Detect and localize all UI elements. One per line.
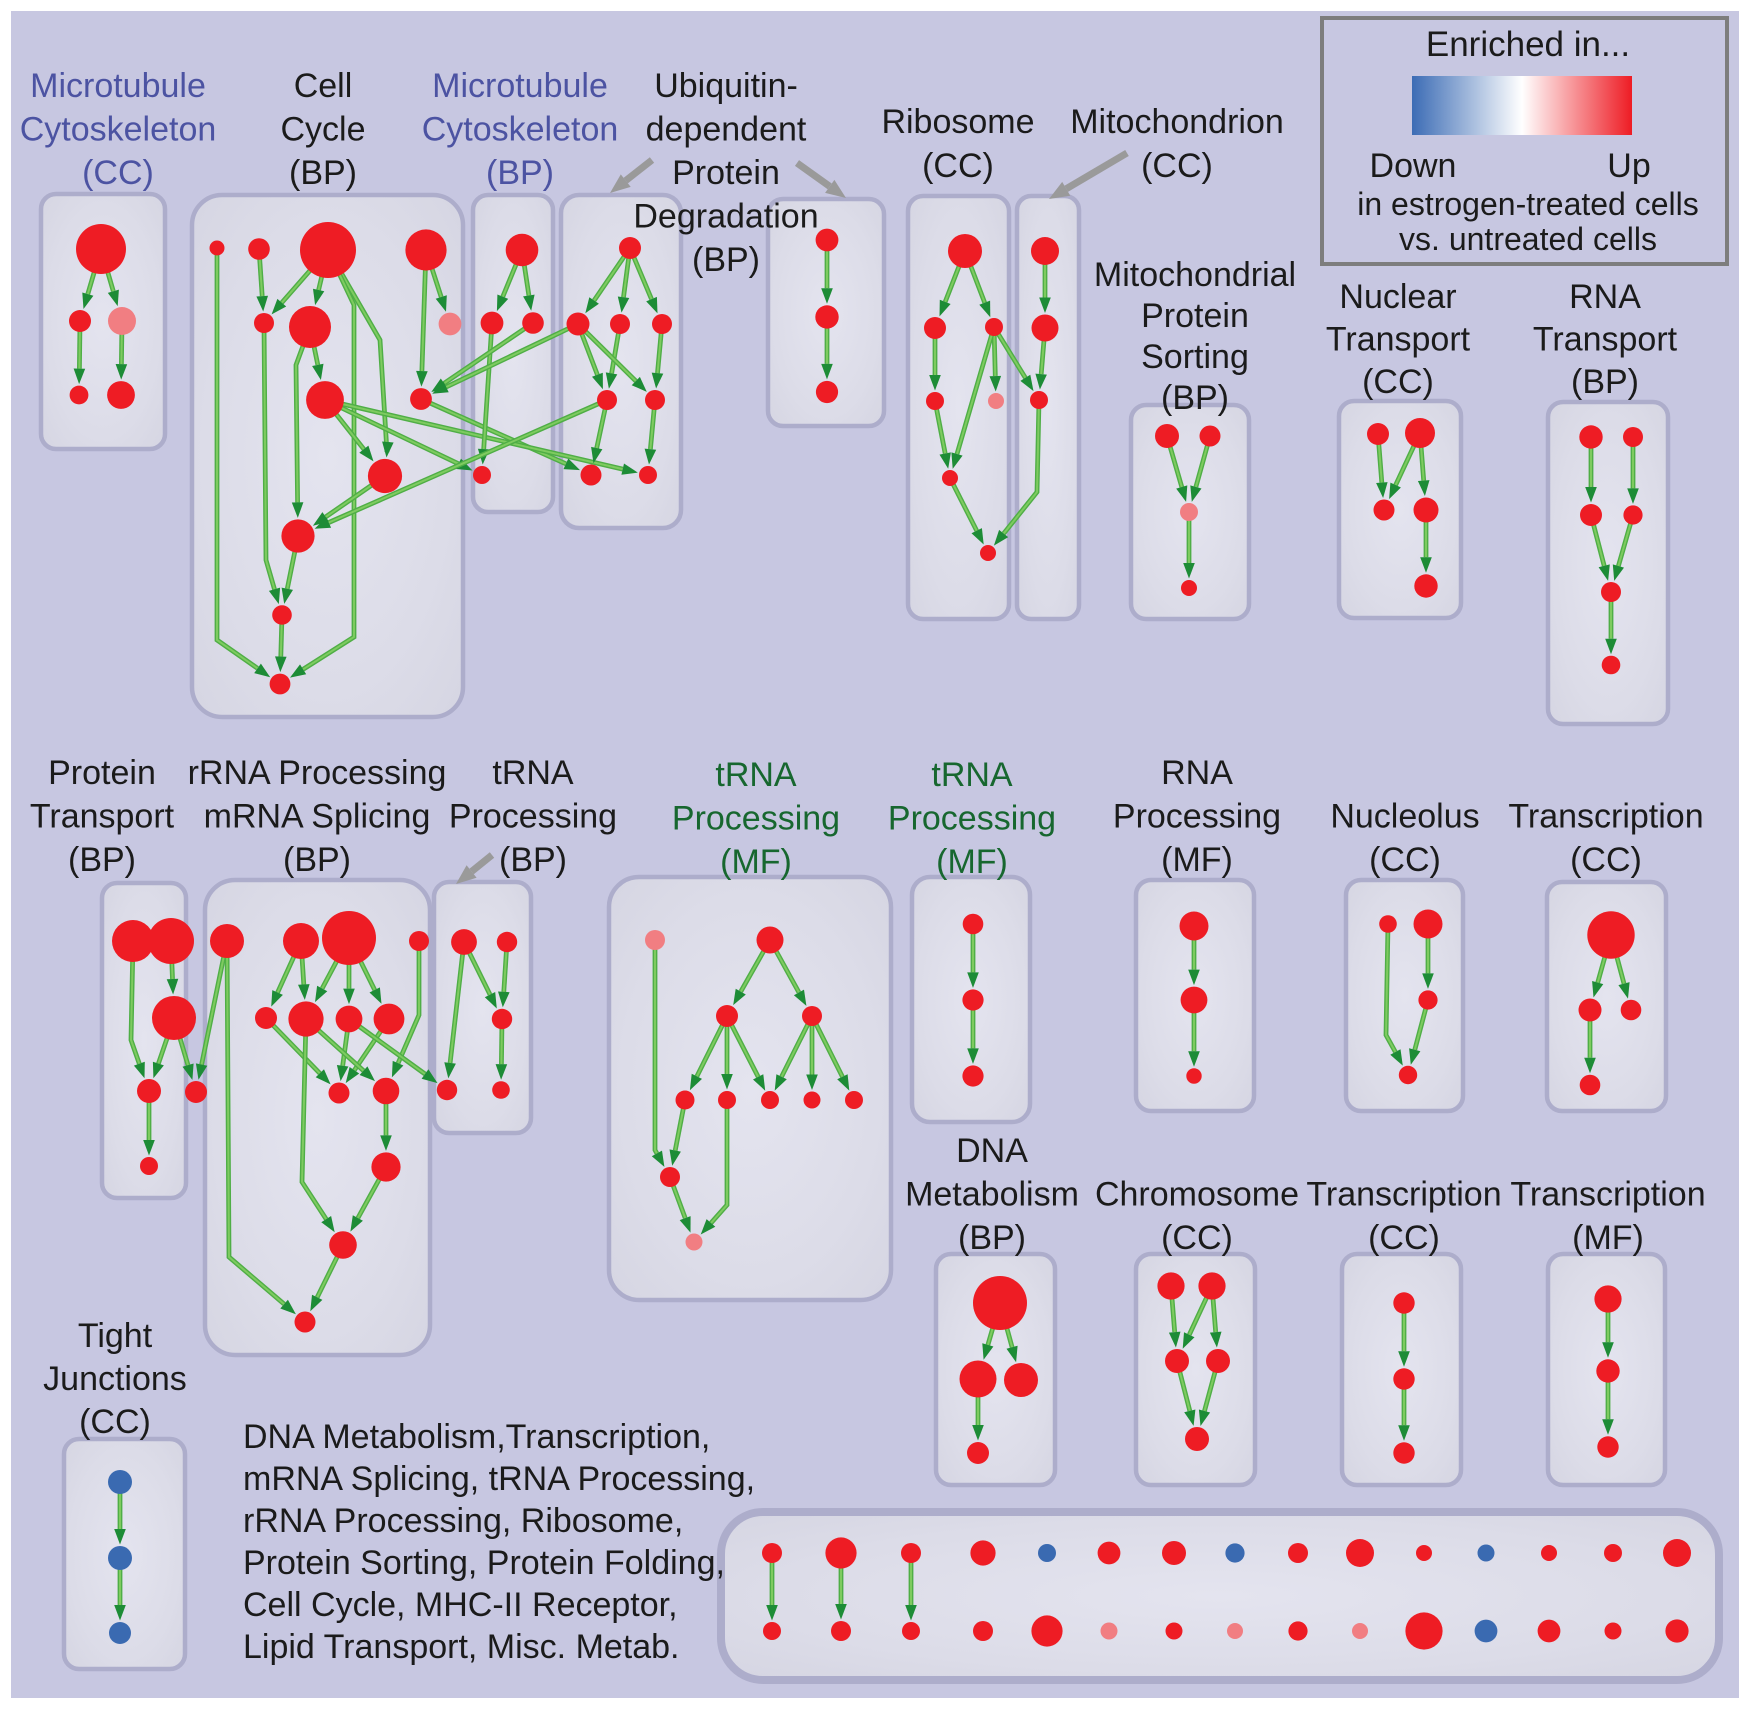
svg-text:tRNA: tRNA (931, 756, 1013, 794)
svg-text:Transcription: Transcription (1510, 1176, 1705, 1214)
svg-text:Protein Sorting, Protein Foldi: Protein Sorting, Protein Folding, (243, 1544, 725, 1582)
svg-text:Ubiquitin-: Ubiquitin- (654, 67, 798, 105)
svg-text:(CC): (CC) (79, 1403, 151, 1441)
svg-text:tRNA: tRNA (715, 756, 797, 794)
svg-text:Mitochondrial: Mitochondrial (1094, 256, 1296, 294)
svg-text:Cytoskeleton: Cytoskeleton (422, 111, 619, 149)
svg-text:Protein: Protein (48, 754, 156, 792)
svg-text:(CC): (CC) (1368, 1219, 1440, 1257)
svg-text:(MF): (MF) (1161, 841, 1233, 879)
svg-text:Microtubule: Microtubule (30, 67, 206, 105)
svg-text:RNA: RNA (1569, 278, 1641, 316)
svg-text:Protein: Protein (1141, 297, 1249, 335)
svg-text:DNA: DNA (956, 1132, 1028, 1170)
svg-text:mRNA Splicing: mRNA Splicing (204, 798, 431, 836)
svg-text:(CC): (CC) (1570, 841, 1642, 879)
svg-text:vs. untreated cells: vs. untreated cells (1399, 221, 1657, 257)
svg-text:Transcription: Transcription (1508, 798, 1703, 836)
svg-text:Processing: Processing (449, 798, 617, 836)
svg-text:Processing: Processing (888, 800, 1056, 838)
svg-text:Transport: Transport (1326, 321, 1471, 359)
svg-text:dependent: dependent (646, 111, 807, 149)
svg-text:(MF): (MF) (720, 843, 792, 881)
svg-text:Degradation: Degradation (633, 198, 818, 236)
svg-text:(MF): (MF) (1572, 1219, 1644, 1257)
svg-text:Tight: Tight (78, 1317, 153, 1355)
svg-text:Cycle: Cycle (280, 111, 365, 149)
svg-text:Nuclear: Nuclear (1339, 278, 1456, 316)
svg-text:Chromosome: Chromosome (1095, 1176, 1299, 1214)
svg-text:Protein: Protein (672, 154, 780, 192)
svg-text:Nucleolus: Nucleolus (1330, 798, 1479, 836)
svg-text:(BP): (BP) (283, 841, 351, 879)
svg-text:(BP): (BP) (486, 154, 554, 192)
svg-text:Processing: Processing (672, 800, 840, 838)
svg-text:Cell: Cell (294, 67, 353, 105)
svg-text:Down: Down (1370, 147, 1457, 185)
svg-text:(BP): (BP) (68, 841, 136, 879)
svg-text:Processing: Processing (1113, 798, 1281, 836)
svg-text:mRNA Splicing, tRNA Processing: mRNA Splicing, tRNA Processing, (243, 1460, 755, 1498)
svg-text:Metabolism: Metabolism (905, 1176, 1079, 1214)
svg-text:RNA: RNA (1161, 754, 1233, 792)
svg-text:(CC): (CC) (922, 147, 994, 185)
svg-text:Mitochondrion: Mitochondrion (1070, 103, 1284, 141)
svg-text:Cytoskeleton: Cytoskeleton (20, 111, 217, 149)
svg-text:rRNA Processing: rRNA Processing (188, 754, 447, 792)
svg-text:Up: Up (1607, 147, 1650, 185)
svg-text:in estrogen-treated cells: in estrogen-treated cells (1357, 186, 1699, 222)
svg-text:Transport: Transport (30, 798, 175, 836)
svg-text:Cell Cycle, MHC-II Receptor,: Cell Cycle, MHC-II Receptor, (243, 1586, 678, 1624)
svg-text:(CC): (CC) (1369, 841, 1441, 879)
svg-text:(BP): (BP) (692, 241, 760, 279)
svg-text:(MF): (MF) (936, 843, 1008, 881)
svg-text:(BP): (BP) (958, 1219, 1026, 1257)
svg-text:Transcription: Transcription (1306, 1176, 1501, 1214)
svg-text:(BP): (BP) (499, 841, 567, 879)
svg-text:Lipid Transport, Misc. Metab.: Lipid Transport, Misc. Metab. (243, 1628, 680, 1666)
svg-text:Transport: Transport (1533, 321, 1678, 359)
svg-text:(BP): (BP) (1571, 363, 1639, 401)
svg-text:(CC): (CC) (1141, 147, 1213, 185)
svg-text:Sorting: Sorting (1141, 338, 1249, 376)
svg-text:(CC): (CC) (1161, 1219, 1233, 1257)
svg-text:Microtubule: Microtubule (432, 67, 608, 105)
svg-text:(BP): (BP) (289, 154, 357, 192)
svg-text:Junctions: Junctions (43, 1360, 187, 1398)
svg-text:Enriched in...: Enriched in... (1426, 25, 1630, 64)
svg-text:rRNA Processing, Ribosome,: rRNA Processing, Ribosome, (243, 1502, 683, 1540)
svg-text:(CC): (CC) (82, 154, 154, 192)
svg-text:DNA Metabolism,Transcription,: DNA Metabolism,Transcription, (243, 1418, 710, 1456)
svg-text:Ribosome: Ribosome (881, 103, 1034, 141)
svg-text:(CC): (CC) (1362, 363, 1434, 401)
svg-text:tRNA: tRNA (492, 754, 574, 792)
svg-text:(BP): (BP) (1161, 379, 1229, 417)
